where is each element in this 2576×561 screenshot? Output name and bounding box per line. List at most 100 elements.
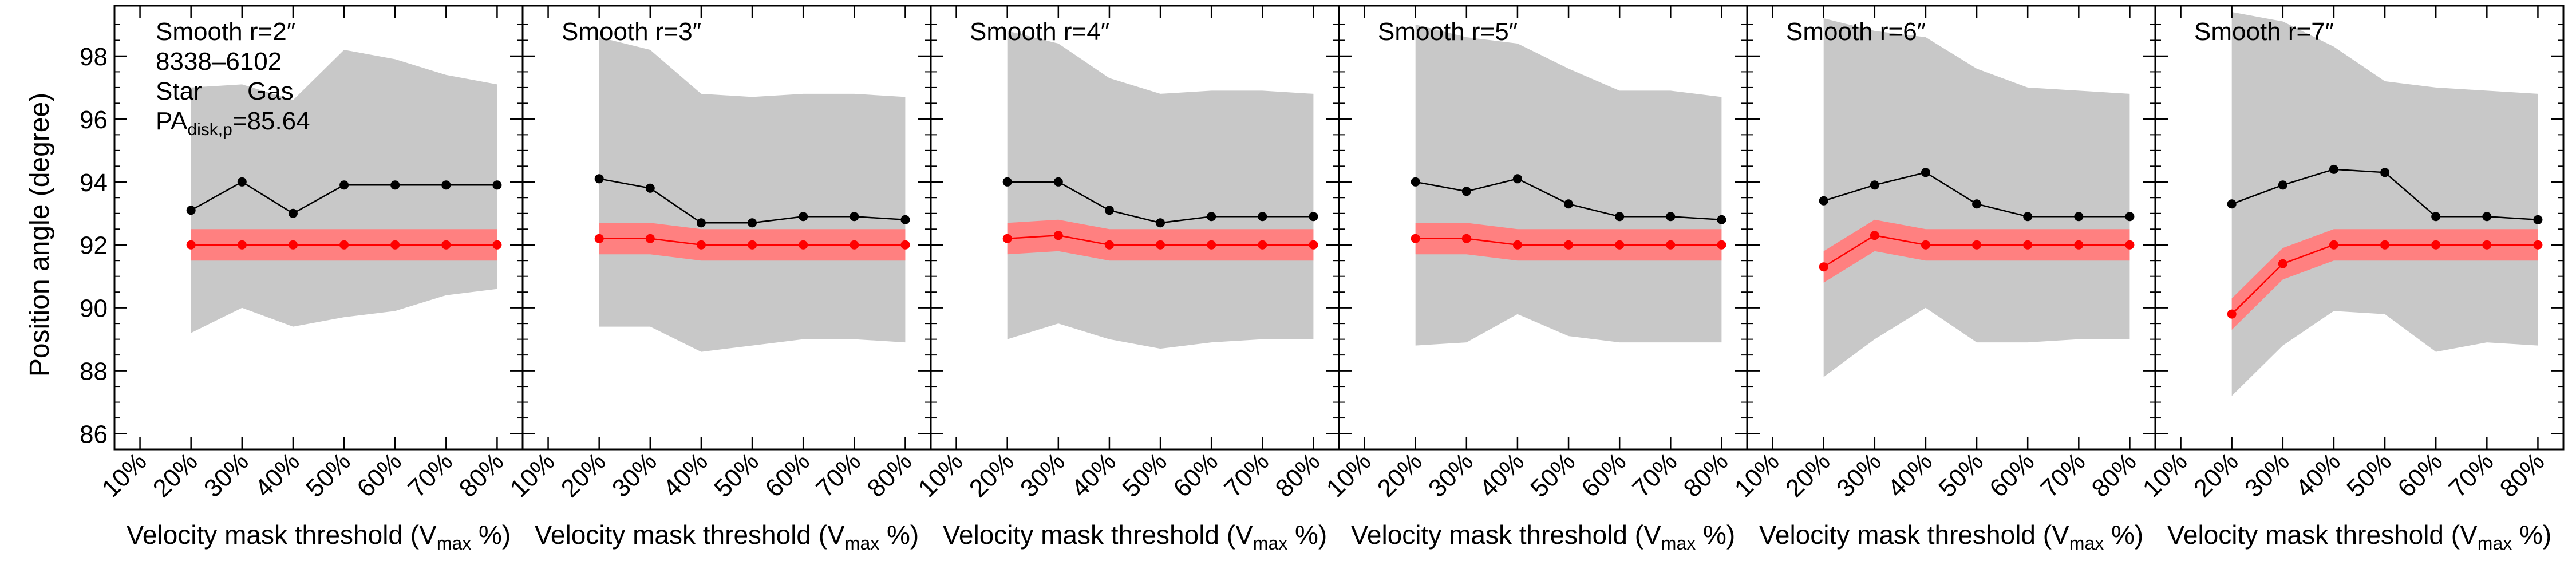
x-axis-label: Velocity mask threshold (Vmax %) — [535, 520, 919, 554]
star-point — [1972, 199, 1982, 209]
star-point — [2125, 212, 2135, 222]
x-tick-label: 40% — [250, 447, 305, 503]
gas-point — [1870, 231, 1879, 240]
star-point — [1156, 218, 1165, 228]
panel-title: Smooth r=5″ — [1378, 18, 1518, 46]
gas-point — [900, 240, 910, 250]
gas-uncertainty-band — [1007, 219, 1314, 261]
x-tick-label: 40% — [1882, 447, 1938, 503]
x-axis-label: Velocity mask threshold (Vmax %) — [1759, 520, 2143, 554]
star-point — [1002, 177, 1012, 187]
x-axis-label: Velocity mask threshold (Vmax %) — [2167, 520, 2551, 554]
star-point — [2074, 212, 2084, 222]
gas-point — [1156, 240, 1165, 250]
star-point — [1258, 212, 1267, 222]
star-point — [799, 212, 808, 222]
gas-point — [1717, 240, 1726, 250]
x-axis-label: Velocity mask threshold (Vmax %) — [1351, 520, 1735, 554]
x-tick-label: 50% — [1525, 447, 1581, 503]
x-tick-label: 70% — [1219, 447, 1274, 503]
star-point — [2380, 168, 2390, 177]
star-point — [390, 180, 400, 190]
x-tick-label: 50% — [301, 447, 356, 503]
star-point — [1819, 196, 1828, 206]
panel-title: Smooth r=4″ — [970, 18, 1109, 46]
gas-point — [1104, 240, 1114, 250]
x-tick-label: 20% — [2188, 447, 2244, 503]
x-tick-label: 30% — [2239, 447, 2295, 503]
x-tick-label: 20% — [1780, 447, 1836, 503]
x-tick-label: 20% — [1372, 447, 1428, 503]
panel-3: 10%20%30%40%50%60%70%80% Smooth r=4″ Veloc… — [913, 5, 1340, 554]
x-tick-label: 20% — [148, 447, 203, 503]
x-tick-label: 30% — [199, 447, 254, 503]
gas-point — [2533, 240, 2543, 250]
star-point — [1104, 206, 1114, 215]
star-uncertainty-band — [1415, 25, 1722, 346]
panel-1: 86 88 90 92 94 96 98 10%20%30%40%50%60%70%80% Sm… — [80, 5, 524, 554]
star-point — [1207, 212, 1216, 222]
x-tick-label: 10% — [1321, 447, 1377, 503]
x-tick-label: 40% — [2290, 447, 2346, 503]
panel-title: Smooth r=7″ — [2194, 18, 2334, 46]
x-tick-label: 50% — [1117, 447, 1172, 503]
star-point — [696, 218, 706, 228]
x-tick-label: 60% — [2392, 447, 2448, 503]
x-tick-label: 40% — [1066, 447, 1121, 503]
star-point — [237, 177, 247, 187]
gas-point — [1564, 240, 1574, 250]
gas-point — [2380, 240, 2390, 250]
gas-point — [1053, 231, 1063, 240]
star-point — [1921, 168, 1930, 177]
star-point — [1717, 215, 1726, 224]
gas-point — [237, 240, 247, 250]
star-point — [1411, 177, 1420, 187]
star-point — [1053, 177, 1063, 187]
x-tick-label: 60% — [1984, 447, 2040, 503]
x-tick-label: 70% — [2035, 447, 2091, 503]
star-uncertainty-band — [599, 37, 906, 352]
x-tick-label: 80% — [862, 447, 918, 503]
star-uncertainty-band — [191, 50, 497, 333]
x-tick-label: 30% — [607, 447, 662, 503]
gas-point — [2329, 240, 2338, 250]
x-tick-label: 80% — [1270, 447, 1326, 503]
star-point — [492, 180, 502, 190]
star-point — [1615, 212, 1625, 222]
legend-gas-label: Gas — [247, 77, 294, 105]
star-point — [900, 215, 910, 224]
x-tick-label: 50% — [709, 447, 764, 503]
x-tick-label: 50% — [1933, 447, 1989, 503]
star-point — [1512, 174, 1522, 184]
star-point — [1309, 212, 1318, 222]
panel-4: 10%20%30%40%50%60%70%80% Smooth r=5″ Veloc… — [1321, 5, 1748, 554]
x-tick-label: 30% — [1831, 447, 1887, 503]
star-point — [1564, 199, 1574, 209]
legend-star-label: Star — [156, 77, 202, 105]
star-point — [850, 212, 859, 222]
gas-point — [1921, 240, 1930, 250]
gas-point — [1002, 234, 1012, 243]
gas-uncertainty-band — [1823, 219, 2130, 283]
star-uncertainty-band — [1007, 31, 1314, 349]
star-point — [645, 183, 655, 193]
gas-point — [1615, 240, 1625, 250]
gas-point — [186, 240, 196, 250]
star-point — [2329, 164, 2338, 174]
gas-point — [1512, 240, 1522, 250]
panel-title: Smooth r=6″ — [1786, 18, 1926, 46]
y-tick-label: 96 — [80, 106, 108, 134]
x-tick-label: 10% — [2138, 447, 2193, 503]
gas-point — [1207, 240, 1216, 250]
gas-point — [645, 234, 655, 243]
gas-point — [2074, 240, 2084, 250]
x-tick-label: 70% — [2443, 447, 2499, 503]
object-id-label: 8338–6102 — [156, 48, 282, 76]
gas-point — [1309, 240, 1318, 250]
x-tick-label: 80% — [454, 447, 509, 503]
gas-point — [594, 234, 604, 243]
gas-point — [1972, 240, 1982, 250]
gas-point — [799, 240, 808, 250]
panel-title: Smooth r=2″ — [156, 18, 295, 46]
